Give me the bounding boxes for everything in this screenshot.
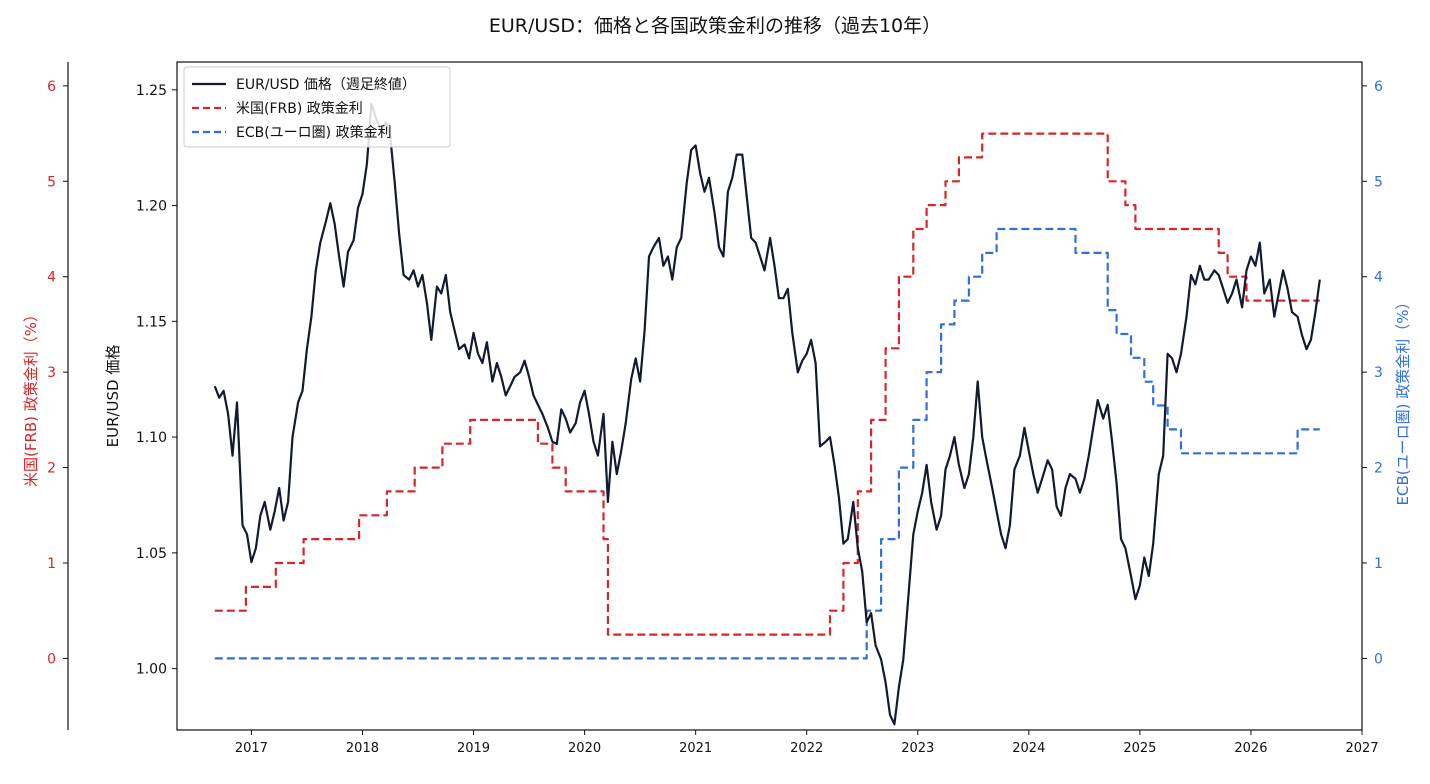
fed-rate-tick-label: 0 — [47, 651, 56, 667]
ecb-rate-tick-label: 5 — [1374, 174, 1383, 190]
ecb-rate-tick-label: 3 — [1374, 365, 1383, 381]
ecb-rate-tick-label: 0 — [1374, 651, 1383, 667]
plot-border — [176, 61, 1363, 731]
x-tick-label: 2025 — [1123, 741, 1156, 756]
legend-label-price: EUR/USD 価格（週足終値） — [236, 77, 416, 93]
fed-rate-tick-label: 2 — [47, 461, 56, 477]
x-tick-label: 2026 — [1234, 741, 1267, 756]
x-axis: 2017 2018 2019 2020 2021 2022 2023 2024 2025 2026… — [235, 730, 1379, 756]
ecb-rate-tick-label: 4 — [1374, 270, 1383, 286]
plot-frame — [67, 61, 1363, 731]
price-axis: 1.00 1.05 1.10 1.15 1.20 1.25 — [136, 83, 177, 678]
fed-rate-tick-label: 4 — [47, 270, 56, 286]
legend-label-fed: 米国(FRB) 政策金利 — [236, 100, 363, 117]
series-line-eurusd — [213, 102, 1321, 726]
price-tick-label: 1.05 — [136, 546, 167, 562]
fed-rate-tick-label: 3 — [47, 365, 56, 381]
x-tick-label: 2024 — [1012, 741, 1045, 756]
fed-rate-axis-label: 米国(FRB) 政策金利（%） — [22, 307, 40, 487]
series-layer — [213, 102, 1321, 726]
chart-title: EUR/USD：価格と各国政策金利の推移（過去10年） — [489, 15, 941, 37]
price-tick-label: 1.00 — [136, 662, 167, 678]
price-tick-label: 1.20 — [136, 199, 167, 215]
ecb-rate-axis-label: ECB(ユーロ圏) 政策金利（%） — [1394, 295, 1412, 506]
ecb-rate-tick-label: 2 — [1374, 461, 1383, 477]
legend-box — [183, 66, 451, 148]
fed-rate-axis: 0 1 2 3 4 5 6 — [47, 79, 68, 667]
x-tick-label: 2027 — [1345, 741, 1378, 756]
legend-label-ecb: ECB(ユーロ圏) 政策金利 — [236, 124, 392, 141]
x-tick-label: 2022 — [790, 741, 823, 756]
legend: EUR/USD 価格（週足終値） 米国(FRB) 政策金利 ECB(ユーロ圏) … — [183, 66, 451, 148]
ecb-rate-axis: 0 1 2 3 4 5 6 — [1362, 79, 1383, 667]
ecb-rate-tick-label: 6 — [1374, 79, 1383, 95]
price-tick-label: 1.15 — [136, 314, 167, 330]
x-tick-label: 2023 — [901, 741, 934, 756]
fed-rate-tick-label: 6 — [47, 79, 56, 95]
price-tick-label: 1.10 — [136, 430, 167, 446]
x-tick-label: 2018 — [346, 741, 379, 756]
series-line-fed-rate — [214, 132, 1320, 636]
ecb-rate-tick-label: 1 — [1374, 556, 1383, 572]
price-axis-label: EUR/USD 価格 — [104, 345, 122, 448]
fed-rate-tick-label: 5 — [47, 174, 56, 190]
price-tick-label: 1.25 — [136, 83, 167, 99]
x-tick-label: 2017 — [235, 741, 268, 756]
fed-rate-tick-label: 1 — [47, 556, 56, 572]
x-tick-label: 2019 — [457, 741, 490, 756]
x-tick-label: 2021 — [679, 741, 712, 756]
x-tick-label: 2020 — [568, 741, 601, 756]
series-line-ecb-rate — [214, 227, 1320, 660]
